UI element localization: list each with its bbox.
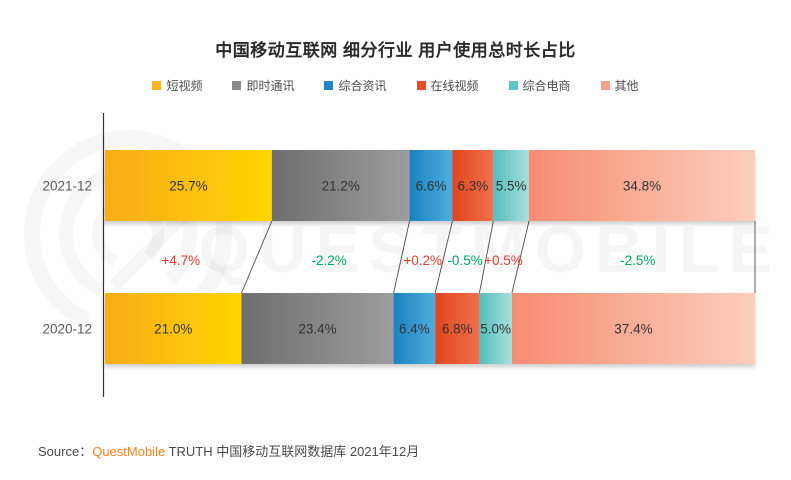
legend: 短视频 即时通讯 综合资讯 在线视频 综合电商 其他	[0, 77, 791, 94]
legend-item: 即时通讯	[232, 77, 294, 94]
bar-value-label: 5.5%	[496, 179, 527, 194]
legend-item: 其他	[600, 77, 639, 94]
bar-value-label: 6.8%	[442, 322, 473, 337]
change-label: +0.2%	[403, 253, 442, 268]
legend-swatch-icon	[508, 81, 518, 90]
legend-swatch-icon	[232, 81, 242, 90]
legend-swatch-icon	[152, 81, 162, 90]
connector-line	[393, 220, 410, 294]
source-line: Source：QuestMobile TRUTH 中国移动互联网数据库 2021…	[38, 441, 419, 460]
change-label: +4.7%	[162, 253, 201, 268]
bar-value-label: 23.4%	[298, 322, 336, 337]
bar-row-2021-12	[105, 150, 755, 221]
bar-value-label: 21.2%	[322, 179, 360, 194]
connector-line	[511, 220, 530, 294]
bar-segment	[511, 293, 755, 364]
bar-segment	[105, 293, 242, 364]
bar-value-label: 5.0%	[480, 322, 511, 337]
watermark-text: QUESTMOBILE	[198, 212, 781, 286]
change-label: -0.5%	[447, 253, 482, 268]
legend-item: 短视频	[152, 77, 202, 94]
source-rest: TRUTH 中国移动互联网数据库 2021年12月	[165, 444, 420, 459]
bar-segment	[241, 293, 394, 364]
legend-label: 短视频	[166, 79, 203, 93]
change-label: +0.5%	[484, 253, 523, 268]
connectors	[241, 220, 756, 294]
legend-label: 综合电商	[522, 79, 571, 93]
source-brand: QuestMobile	[92, 444, 166, 459]
chart-title: 中国移动互联网 细分行业 用户使用总时长占比	[215, 41, 576, 60]
legend-swatch-icon	[324, 81, 334, 90]
change-label: -2.2%	[311, 253, 346, 268]
bar-segment	[452, 150, 494, 221]
bar-value-label: 21.0%	[154, 322, 192, 337]
legend-item: 综合电商	[508, 77, 571, 94]
legend-swatch-icon	[600, 81, 610, 90]
bar-row-2020-12	[105, 293, 755, 364]
bar-value-label: 37.4%	[614, 322, 652, 337]
connector-line	[434, 220, 453, 294]
bar-segment	[271, 150, 410, 221]
bar-value-label: 6.3%	[457, 179, 488, 194]
legend-label: 其他	[614, 79, 639, 93]
category-label: 2021-12	[42, 179, 92, 194]
bar-segment	[409, 150, 453, 221]
category-label: 2020-12	[42, 322, 92, 337]
bar-value-label: 6.4%	[399, 322, 430, 337]
change-label: -2.5%	[620, 253, 655, 268]
legend-swatch-icon	[416, 81, 426, 90]
bar-segment	[105, 150, 272, 221]
bar-segment	[435, 293, 480, 364]
legend-label: 在线视频	[430, 79, 479, 93]
bar-value-label: 6.6%	[416, 179, 447, 194]
watermark: QUESTMOBILE	[198, 212, 781, 286]
bar-segment	[529, 150, 755, 221]
connector-line	[241, 220, 273, 294]
bar-segment	[479, 293, 512, 364]
legend-label: 综合资讯	[338, 79, 387, 93]
bar-segment	[393, 293, 436, 364]
bar-value-label: 25.7%	[169, 179, 207, 194]
bar-segment	[493, 150, 530, 221]
legend-item: 在线视频	[416, 77, 479, 94]
legend-label: 即时通讯	[246, 79, 295, 93]
legend-item: 综合资讯	[324, 77, 387, 94]
bar-value-label: 34.8%	[623, 179, 661, 194]
connector-line	[478, 220, 494, 294]
source-prefix: Source：	[38, 444, 93, 459]
